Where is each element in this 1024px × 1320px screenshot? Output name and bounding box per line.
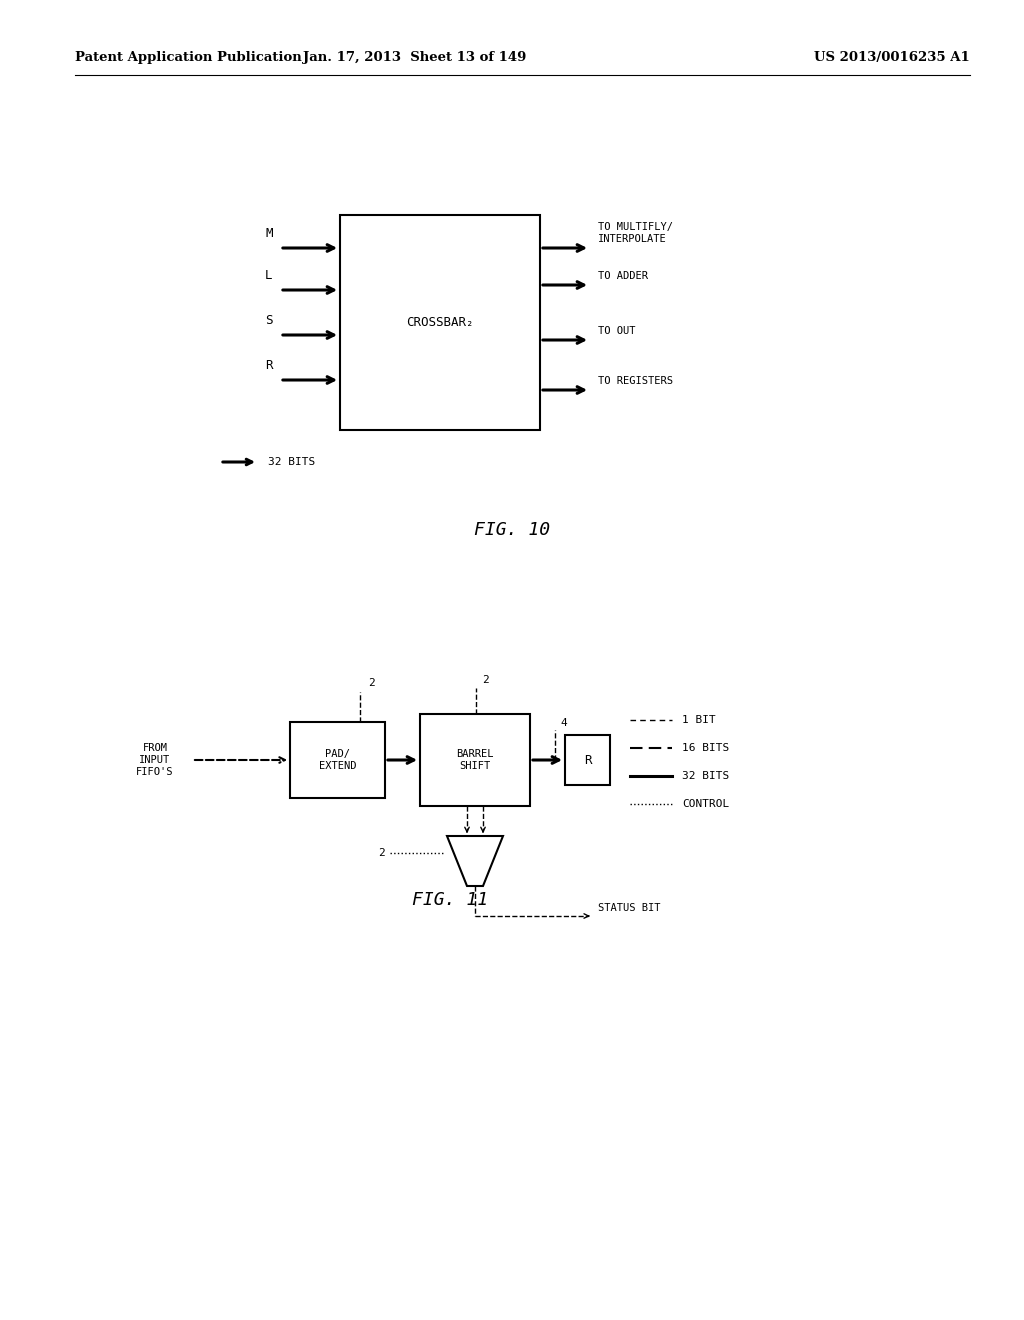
Text: TO OUT: TO OUT (598, 326, 636, 337)
Bar (420, 714, 530, 807)
Text: 2: 2 (482, 675, 488, 685)
Text: Jan. 17, 2013  Sheet 13 of 149: Jan. 17, 2013 Sheet 13 of 149 (303, 51, 526, 65)
Text: R: R (584, 754, 591, 767)
Text: 32 BITS: 32 BITS (682, 771, 729, 781)
Bar (340, 215, 540, 430)
Text: L: L (265, 269, 272, 282)
Text: TO REGISTERS: TO REGISTERS (598, 376, 673, 385)
Text: FIG. 11: FIG. 11 (412, 891, 488, 909)
Text: R: R (265, 359, 272, 372)
Text: 32 BITS: 32 BITS (268, 457, 315, 467)
Text: 4: 4 (560, 718, 566, 729)
Text: 16 BITS: 16 BITS (682, 743, 729, 752)
Text: 1 BIT: 1 BIT (682, 715, 716, 725)
Text: S: S (265, 314, 272, 327)
Text: STATUS BIT: STATUS BIT (598, 903, 660, 913)
Text: TO ADDER: TO ADDER (598, 271, 648, 281)
Bar (565, 735, 610, 785)
Text: CONTROL: CONTROL (682, 799, 729, 809)
Text: Patent Application Publication: Patent Application Publication (75, 51, 302, 65)
Text: 2: 2 (368, 678, 375, 688)
Text: M: M (265, 227, 272, 240)
Bar (290, 722, 385, 799)
Polygon shape (447, 836, 503, 886)
Text: 2: 2 (378, 847, 385, 858)
Text: CROSSBAR₂: CROSSBAR₂ (407, 315, 474, 329)
Text: BARREL
SHIFT: BARREL SHIFT (457, 750, 494, 771)
Text: FIG. 10: FIG. 10 (474, 521, 550, 539)
Text: US 2013/0016235 A1: US 2013/0016235 A1 (814, 51, 970, 65)
Text: FROM
INPUT
FIFO'S: FROM INPUT FIFO'S (136, 743, 174, 776)
Text: TO MULTIFLY/
INTERPOLATE: TO MULTIFLY/ INTERPOLATE (598, 222, 673, 244)
Text: PAD/
EXTEND: PAD/ EXTEND (318, 750, 356, 771)
